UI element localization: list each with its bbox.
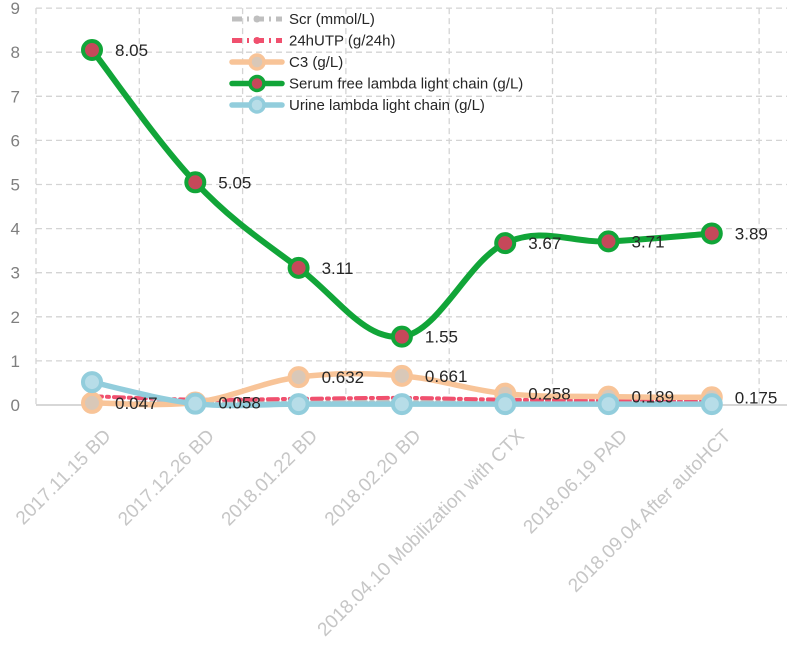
legend-marker <box>248 74 266 93</box>
y-tick-label: 1 <box>11 352 20 371</box>
legend-entry: 24hUTP (g/24h) <box>232 33 395 50</box>
data-label: 0.632 <box>322 368 365 387</box>
series-line <box>89 46 715 340</box>
data-label: 1.55 <box>425 328 458 347</box>
data-label: 0.661 <box>425 367 468 386</box>
data-point <box>700 222 723 245</box>
x-tick-label: 2017.11.15 BD <box>12 426 115 529</box>
data-point <box>184 171 207 194</box>
data-label: 3.71 <box>632 232 665 251</box>
data-point <box>390 325 413 348</box>
legend-entry: Scr (mmol/L) <box>232 11 375 28</box>
data-point <box>81 371 103 394</box>
data-point <box>287 366 310 389</box>
data-point <box>700 393 723 416</box>
y-tick-label: 5 <box>11 176 20 195</box>
data-point <box>81 391 103 414</box>
legend-label: C3 (g/L) <box>289 54 343 71</box>
data-point <box>494 232 517 255</box>
series-lines <box>81 38 723 416</box>
data-point <box>287 256 310 279</box>
data-label: 5.05 <box>218 173 251 192</box>
x-tick-label: 2018.04.10 Mobilization with CTX <box>314 425 529 640</box>
x-tick-label: 2018.06.19 PAD <box>520 426 632 538</box>
legend-marker <box>253 37 261 44</box>
y-tick-label: 3 <box>11 264 20 283</box>
y-tick-label: 0 <box>11 396 20 415</box>
x-tick-label: 2018.02.20 BD <box>321 426 425 530</box>
data-label: 3.11 <box>322 259 354 278</box>
y-tick-label: 7 <box>11 87 20 106</box>
y-tick-label: 8 <box>11 43 20 62</box>
legend-label: Urine lambda light chain (g/L) <box>289 97 485 114</box>
legend-entry: Urine lambda light chain (g/L) <box>229 96 485 114</box>
data-point <box>597 393 620 416</box>
gridlines <box>35 7 787 406</box>
series-urine-lambda-light-chain-g-l <box>81 371 723 416</box>
y-tick-label: 4 <box>11 220 20 239</box>
legend-marker <box>248 96 266 114</box>
data-point <box>597 230 620 253</box>
data-point <box>287 393 310 416</box>
legend-marker <box>253 15 261 23</box>
data-point <box>184 392 207 415</box>
data-point <box>390 393 413 416</box>
x-tick-label: 2018.01.22 BD <box>218 426 322 530</box>
data-label: 0.058 <box>218 393 261 412</box>
y-axis-ticks: 0 1 2 3 4 5 6 7 8 9 <box>11 0 20 415</box>
legend-label: Scr (mmol/L) <box>289 11 375 28</box>
legend-marker <box>248 53 266 71</box>
data-point <box>81 38 103 61</box>
data-point <box>494 393 517 416</box>
legend-entry: Serum free lambda light chain (g/L) <box>229 74 523 93</box>
data-point <box>390 364 413 387</box>
legend-entry: C3 (g/L) <box>229 53 343 71</box>
y-tick-label: 2 <box>11 308 20 327</box>
legend-label: Serum free lambda light chain (g/L) <box>289 76 523 93</box>
x-tick-label: 2017.12.26 BD <box>114 426 218 530</box>
legend: Scr (mmol/L) 24hUTP (g/24h) C3 (g/L) Serum … <box>229 11 523 114</box>
y-tick-label: 6 <box>11 131 20 150</box>
data-label: 3.67 <box>528 234 561 253</box>
data-label: 0.047 <box>115 394 158 413</box>
legend-label: 24hUTP (g/24h) <box>289 33 395 50</box>
data-label: 8.05 <box>115 41 148 60</box>
data-label: 0.189 <box>632 388 675 407</box>
data-labels: 0.047 0.058 0.632 0.661 0.258 0.189 0.175 8.05 5… <box>115 41 777 413</box>
y-tick-label: 9 <box>11 0 20 18</box>
data-label: 3.89 <box>735 224 768 243</box>
series-serum-free-lambda-light-chain-g-l <box>81 38 723 348</box>
x-tick-label: 2018.09.04 After autoHCT <box>564 425 735 596</box>
data-label: 0.175 <box>735 388 778 407</box>
data-label: 0.258 <box>528 385 571 404</box>
